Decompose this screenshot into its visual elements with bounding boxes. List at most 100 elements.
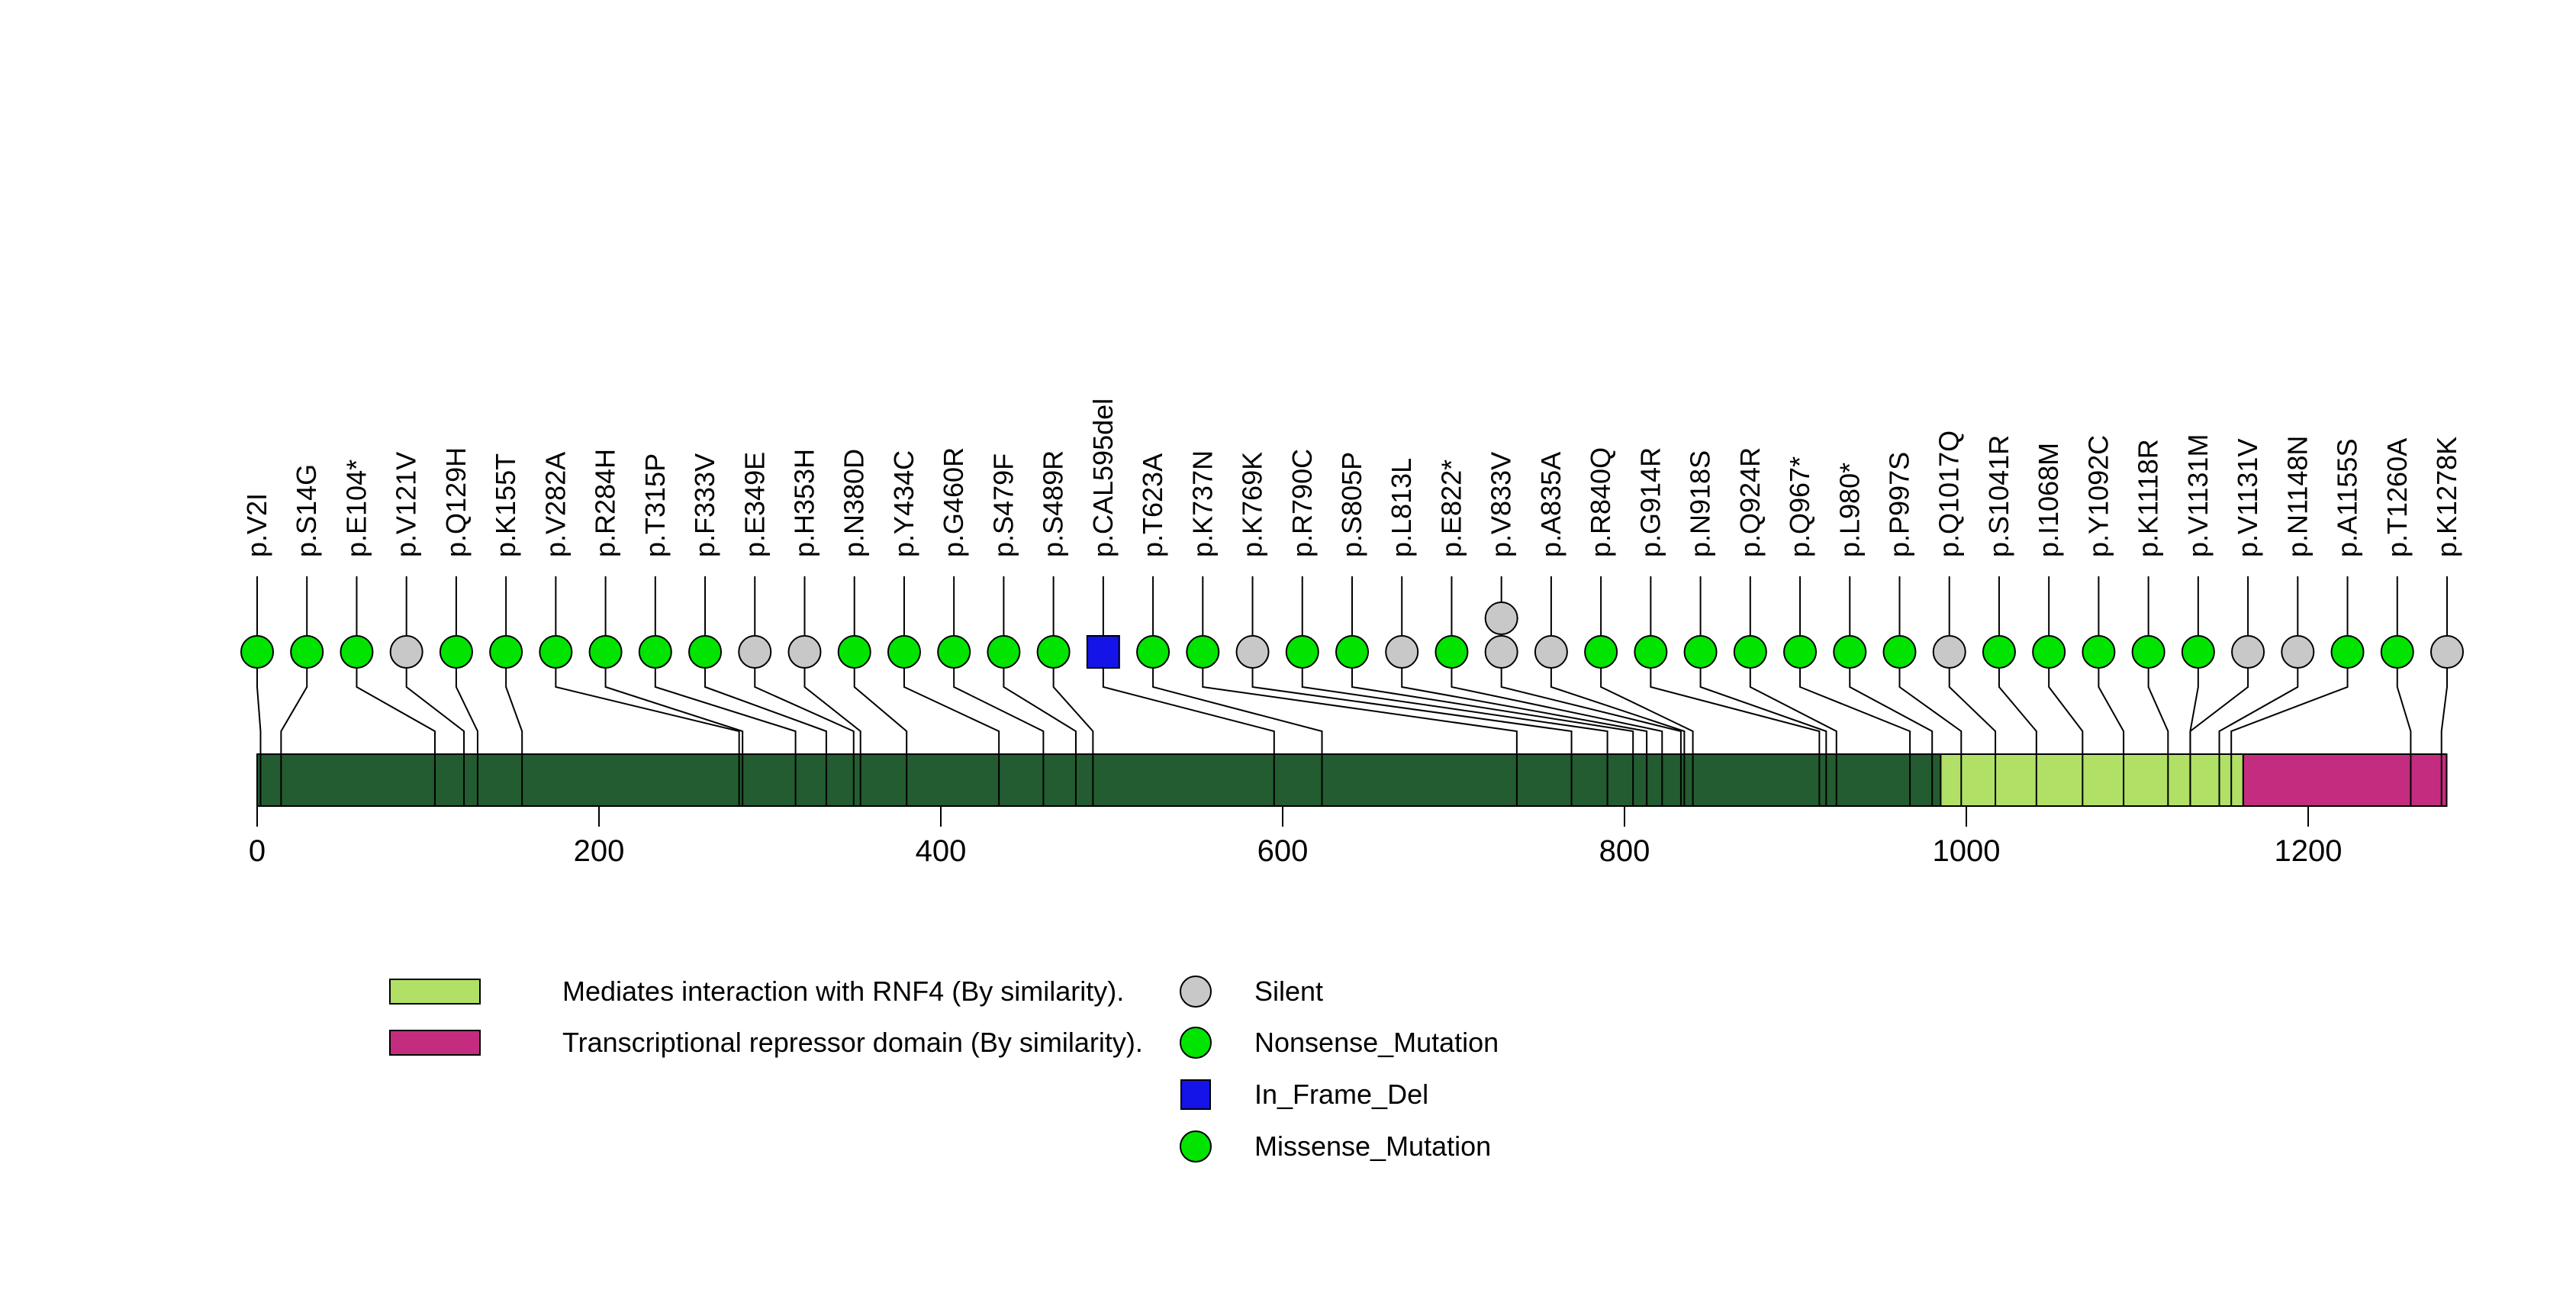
mutation-label: p.P997S: [1883, 452, 1914, 557]
legend-marker-in_frame_del-square-icon: [1180, 1079, 1211, 1110]
mutation-label: p.N1148N: [2281, 436, 2313, 557]
mutation-label: p.K1118R: [2133, 439, 2164, 557]
legend-label-0: Silent: [1254, 976, 1324, 1007]
mutation-marker: [340, 635, 374, 669]
axis-tick-label: 800: [1599, 834, 1650, 868]
mutation-label: p.T315P: [639, 453, 671, 557]
mutation-connector: [1202, 576, 1518, 806]
mutation-connector: [1600, 576, 1694, 806]
mutation-connector: [2218, 576, 2299, 806]
mutation-marker: [1584, 635, 1618, 669]
mutation-marker: [2380, 635, 2414, 669]
mutation-label: p.V282A: [539, 452, 571, 557]
mutation-connector: [356, 576, 436, 806]
mutation-connector: [2147, 576, 2169, 806]
mutation-label: p.S805P: [1336, 452, 1367, 557]
mutation-marker: [1683, 635, 1718, 669]
mutation-label: p.H353H: [788, 449, 819, 557]
mutation-connector: [1102, 576, 1275, 806]
mutation-marker: [937, 635, 971, 669]
mutation-marker: [1982, 635, 2016, 669]
mutation-connector: [1799, 576, 1911, 806]
axis-tick-label: 600: [1257, 834, 1309, 868]
mutation-marker: [738, 635, 772, 669]
mutation-marker: [2181, 635, 2215, 669]
mutation-marker: [1484, 635, 1518, 669]
mutation-label: p.R840Q: [1585, 447, 1616, 557]
legend-label-2: In_Frame_Del: [1254, 1079, 1429, 1110]
mutation-connector: [2396, 576, 2412, 806]
mutation-connector: [1003, 576, 1077, 806]
mutation-marker: [2429, 635, 2464, 669]
mutation-label: p.S14G: [291, 464, 322, 557]
mutation-label: p.V1131M: [2182, 434, 2214, 557]
mutation-marker: [389, 635, 423, 669]
mutation-marker: [638, 635, 672, 669]
mutation-label: p.S489R: [1038, 450, 1069, 557]
legend-marker-nonsense_mutation-circle-icon: [1180, 1027, 1212, 1059]
axis-tick-label: 1000: [1933, 834, 2001, 868]
mutation-label: p.Q1017Q: [1934, 431, 1965, 557]
mutation-label: p.R284H: [590, 449, 621, 557]
mutation-marker: [787, 635, 822, 669]
mutation-connector: [704, 576, 827, 806]
mutation-label: p.S479F: [987, 453, 1019, 557]
mutation-label: p.R790C: [1286, 449, 1318, 557]
domain-region-0: [1940, 753, 2244, 807]
mutation-connector: [2098, 576, 2125, 806]
mutation-label: p.T623A: [1137, 453, 1168, 557]
mutation-marker: [1534, 635, 1568, 669]
mutation-connector: [505, 576, 523, 806]
legend-label-3: Missense_Mutation: [1254, 1130, 1492, 1162]
mutation-connector: [256, 576, 262, 806]
mutation-marker: [1833, 635, 1867, 669]
axis-tick-label: 400: [916, 834, 967, 868]
mutation-label: p.L980*: [1834, 463, 1865, 557]
domain-swatch-1: [389, 1030, 481, 1056]
mutation-label: p.K155T: [490, 453, 521, 557]
mutation-label: p.Q924R: [1734, 447, 1766, 557]
mutation-marker: [1335, 635, 1369, 669]
axis-tick-label: 200: [574, 834, 625, 868]
mutation-connector: [2189, 576, 2249, 806]
legend-label-1: Nonsense_Mutation: [1254, 1027, 1499, 1058]
mutation-connector: [1948, 576, 1997, 806]
mutation-connector: [1152, 576, 1323, 806]
mutation-label: p.E349E: [739, 452, 770, 557]
mutation-marker: [1136, 635, 1170, 669]
mutation-marker: [2082, 635, 2116, 669]
mutation-marker: [2330, 635, 2365, 669]
mutation-marker: [1484, 601, 1518, 635]
mutation-label: p.Y1092C: [2082, 435, 2114, 557]
mutation-marker: [1435, 635, 1469, 669]
mutation-label: p.V1131V: [2232, 439, 2263, 557]
mutation-marker: [439, 635, 473, 669]
mutation-label: p.K1278K: [2431, 437, 2462, 557]
mutation-connector: [1052, 576, 1094, 806]
mutation-connector: [853, 576, 908, 806]
mutation-connector: [1699, 576, 1827, 806]
mutation-label: p.I1068M: [2033, 443, 2064, 557]
mutation-connector: [405, 576, 465, 806]
legend-marker-silent-circle-icon: [1180, 976, 1212, 1008]
mutation-label: p.K769K: [1237, 452, 1268, 557]
mutation-marker: [2131, 635, 2165, 669]
mutation-marker: [588, 635, 623, 669]
mutation-marker: [539, 635, 573, 669]
mutation-connector: [604, 576, 744, 806]
mutation-marker: [240, 635, 274, 669]
mutation-label: p.Q129H: [440, 447, 472, 557]
mutation-connector: [280, 576, 308, 806]
mutation-label: p.V121V: [391, 452, 422, 557]
mutation-connector: [1998, 576, 2037, 806]
mutation-connector: [1650, 576, 1821, 806]
mutation-marker: [1385, 635, 1419, 669]
mutation-connector: [1301, 576, 1608, 806]
mutation-marker: [837, 635, 871, 669]
mutation-label: p.A835A: [1535, 452, 1567, 557]
mutation-label: p.N380D: [839, 449, 870, 557]
mutation-label: p.F333V: [689, 453, 720, 557]
mutation-marker: [688, 635, 723, 669]
